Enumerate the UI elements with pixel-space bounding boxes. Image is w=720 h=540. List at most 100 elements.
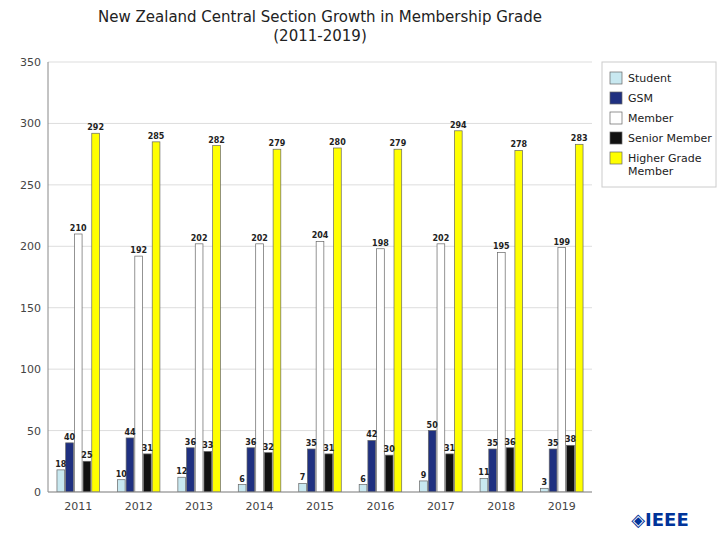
data-label: 294	[450, 121, 467, 130]
bar	[567, 445, 575, 492]
bar	[489, 449, 497, 492]
y-tick-label: 250	[20, 179, 41, 192]
bar	[334, 148, 342, 492]
data-label: 31	[444, 444, 456, 453]
data-label: 25	[81, 451, 93, 460]
bar	[273, 149, 281, 492]
legend-swatch	[610, 72, 622, 84]
x-tick-label: 2017	[427, 500, 455, 513]
data-label: 283	[571, 134, 588, 143]
data-label: 40	[64, 433, 76, 442]
bar	[454, 131, 462, 492]
data-label: 285	[148, 132, 165, 141]
bar	[144, 454, 152, 492]
data-label: 204	[312, 231, 329, 240]
bar	[549, 449, 557, 492]
data-label: 202	[251, 234, 268, 243]
x-tick-label: 2019	[548, 500, 576, 513]
data-label: 32	[263, 443, 274, 452]
bar	[437, 244, 445, 492]
annotation: ◈IEEE	[631, 509, 688, 530]
y-tick-label: 100	[20, 363, 41, 376]
data-label: 44	[124, 428, 136, 437]
bar	[359, 485, 367, 492]
data-label: 36	[185, 438, 197, 447]
grid-line	[48, 62, 592, 63]
data-label: 280	[329, 138, 346, 147]
data-labels: 1810126769113404436363542503535210192202…	[55, 121, 587, 488]
bar	[57, 470, 65, 492]
data-label: 38	[565, 435, 577, 444]
legend-label: Higher GradeMember	[628, 152, 702, 178]
legend-label: Member	[628, 112, 674, 125]
bar	[117, 480, 125, 492]
data-label: 35	[306, 439, 318, 448]
bar	[66, 443, 74, 492]
grid-line	[48, 123, 592, 124]
legend-swatch	[610, 92, 622, 104]
data-label: 278	[510, 140, 527, 149]
data-label: 10	[116, 470, 128, 479]
bar	[92, 133, 100, 492]
title: New Zealand Central Section Growth in Me…	[98, 8, 542, 45]
bar	[541, 488, 549, 492]
bar	[497, 252, 505, 492]
data-label: 199	[553, 238, 570, 247]
bar	[325, 454, 333, 492]
data-label: 6	[239, 475, 245, 484]
bar	[394, 149, 402, 492]
bar	[126, 438, 134, 492]
legend-label: Senior Member	[628, 132, 712, 145]
bar	[307, 449, 315, 492]
chart: New Zealand Central Section Growth in Me…	[0, 0, 720, 540]
data-label: 202	[191, 234, 208, 243]
x-tick-label: 2016	[366, 500, 394, 513]
bar	[238, 485, 246, 492]
data-label: 198	[372, 239, 389, 248]
bar	[204, 451, 212, 492]
data-label: 7	[300, 473, 306, 482]
x-axis	[48, 492, 592, 493]
y-axis	[48, 62, 49, 492]
data-label: 279	[390, 139, 407, 148]
bar	[213, 146, 221, 492]
x-tick-label: 2015	[306, 500, 334, 513]
data-label: 31	[323, 444, 335, 453]
data-label: 35	[487, 439, 499, 448]
y-tick-label: 350	[20, 56, 41, 69]
data-label: 292	[87, 123, 104, 132]
bar	[195, 244, 203, 492]
bar	[299, 483, 307, 492]
data-label: 36	[504, 438, 516, 447]
y-tick-label: 200	[20, 240, 41, 253]
bar	[446, 454, 454, 492]
data-label: 35	[548, 439, 560, 448]
bar	[256, 244, 264, 492]
data-label: 11	[478, 468, 490, 477]
bar	[385, 455, 393, 492]
data-label: 18	[55, 460, 67, 469]
grid-line	[48, 184, 592, 185]
x-tick-label: 2014	[246, 500, 274, 513]
bar	[515, 150, 523, 492]
x-tick-label: 2012	[125, 500, 153, 513]
data-label: 12	[176, 467, 187, 476]
data-label: 6	[360, 475, 366, 484]
data-label: 202	[433, 234, 450, 243]
bar	[480, 478, 488, 492]
data-label: 192	[130, 246, 147, 255]
y-tick-label: 300	[20, 117, 41, 130]
grid	[48, 62, 592, 492]
x-tick-label: 2018	[487, 500, 515, 513]
legend-swatch	[610, 152, 622, 164]
bar	[187, 448, 195, 492]
legend-swatch	[610, 132, 622, 144]
bar	[247, 448, 255, 492]
data-label: 210	[70, 224, 87, 233]
data-label: 42	[366, 430, 377, 439]
x-tick-label: 2011	[64, 500, 92, 513]
data-label: 3	[542, 478, 548, 487]
bar	[420, 481, 428, 492]
bar	[368, 440, 376, 492]
data-label: 50	[427, 421, 439, 430]
